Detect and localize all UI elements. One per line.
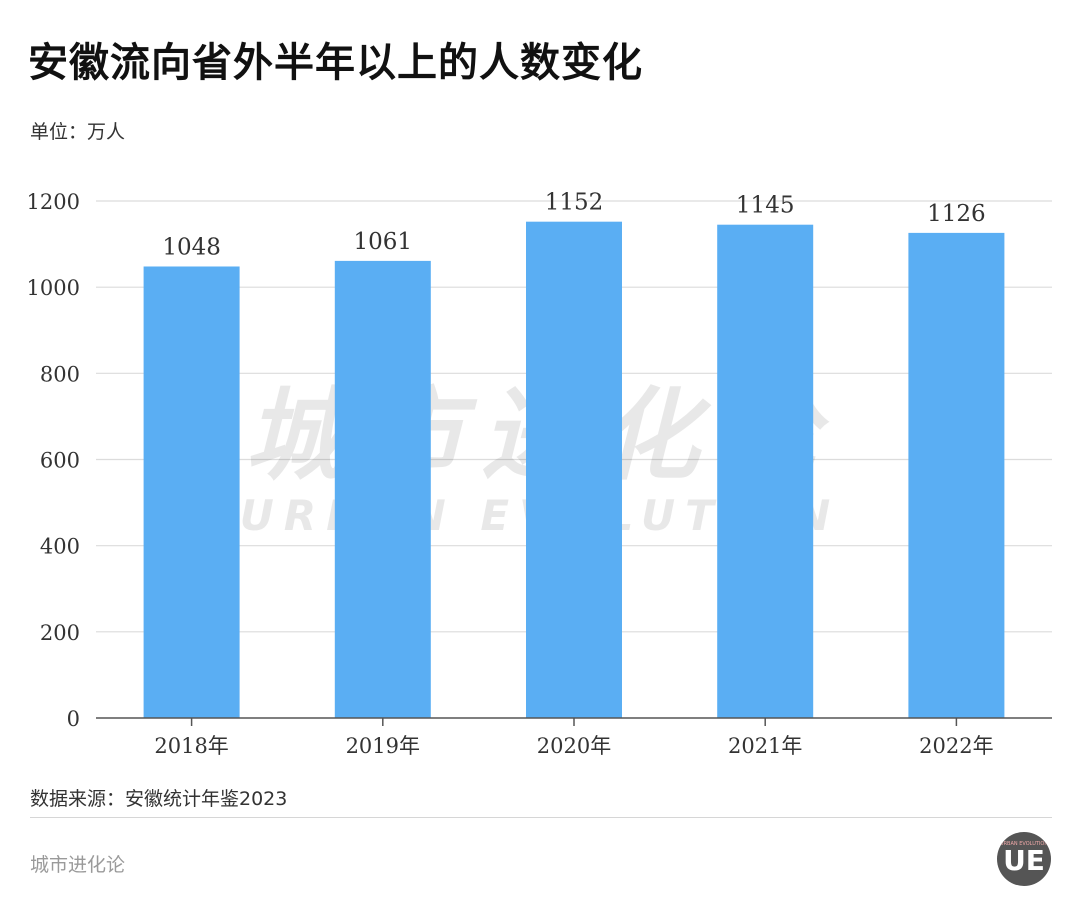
data-label: 1145 <box>736 193 795 219</box>
y-tick-label: 0 <box>67 707 80 731</box>
y-tick-label: 1200 <box>27 190 80 214</box>
footer-divider <box>30 817 1052 818</box>
chart-title: 安徽流向省外半年以上的人数变化 <box>28 40 643 86</box>
bars <box>143 221 1005 719</box>
y-tick-label: 800 <box>40 362 80 386</box>
x-tick-label: 2018年 <box>154 734 228 758</box>
y-tick-label: 1000 <box>27 276 80 300</box>
bar <box>143 266 240 718</box>
bar <box>908 232 1005 719</box>
y-tick-label: 200 <box>40 621 80 645</box>
data-source: 数据来源：安徽统计年鉴2023 <box>30 788 288 810</box>
x-tick-label: 2022年 <box>919 734 993 758</box>
bar <box>717 224 814 718</box>
unit-label: 单位：万人 <box>30 121 126 143</box>
bar <box>334 260 431 718</box>
labels: 0 200 400 600 800 1000 1200 1048 2018年 1061 2019年 1… <box>27 190 994 758</box>
data-label: 1048 <box>162 234 221 260</box>
data-label: 1152 <box>545 190 604 216</box>
bar <box>526 221 622 718</box>
y-tick-label: 600 <box>40 449 80 473</box>
data-label: 1061 <box>354 229 413 255</box>
logo-ring-text: URBAN EVOLUTION <box>1000 841 1048 847</box>
axes <box>96 717 1052 726</box>
brand-logo: UE URBAN EVOLUTION <box>997 832 1051 886</box>
y-tick-label: 400 <box>40 535 80 559</box>
data-label: 1126 <box>927 201 986 227</box>
brand-name: 城市进化论 <box>30 854 126 876</box>
x-tick-label: 2019年 <box>346 734 420 758</box>
x-tick-label: 2021年 <box>728 734 802 758</box>
bar-chart: 城市进化论 URBAN EVOLUTION 020040060080010001… <box>27 190 1052 758</box>
x-tick-label: 2020年 <box>537 734 611 758</box>
logo-mark: UE <box>1003 844 1045 877</box>
